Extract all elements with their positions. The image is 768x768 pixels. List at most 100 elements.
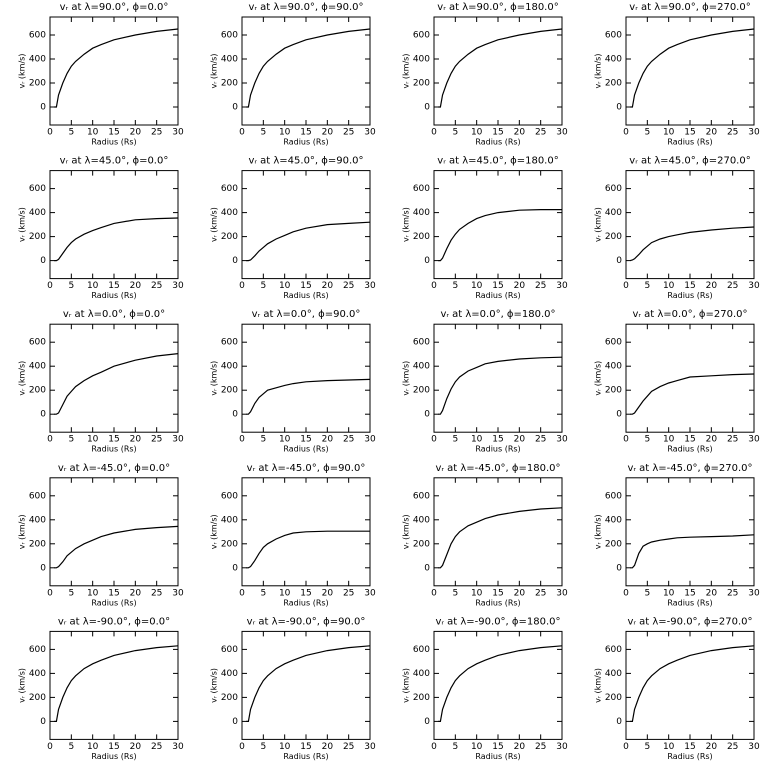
x-axis-label: Radius (Rs) xyxy=(91,291,136,300)
x-tick-label: 10 xyxy=(279,742,291,752)
x-tick-label: 15 xyxy=(684,588,695,598)
x-tick-label: 0 xyxy=(623,435,629,445)
panel-title: vᵣ at λ=90.0°, ϕ=90.0° xyxy=(248,2,363,13)
y-tick-label: 400 xyxy=(29,208,46,218)
x-axis-label: Radius (Rs) xyxy=(283,445,328,454)
x-tick-label: 0 xyxy=(47,128,53,138)
y-tick-label: 400 xyxy=(413,515,430,525)
x-tick-label: 0 xyxy=(623,128,629,138)
y-axis-label: vᵣ (km/s) xyxy=(18,514,27,549)
x-axis-label: Radius (Rs) xyxy=(283,752,328,761)
y-tick-label: 200 xyxy=(29,693,46,703)
data-line xyxy=(246,530,370,569)
y-tick-label: 200 xyxy=(413,539,430,549)
x-tick-label: 30 xyxy=(364,128,376,138)
x-tick-label: 0 xyxy=(239,281,245,291)
x-tick-label: 15 xyxy=(108,588,119,598)
x-axis-label: Radius (Rs) xyxy=(475,291,520,300)
y-tick-label: 400 xyxy=(29,515,46,525)
y-tick-label: 0 xyxy=(40,410,46,420)
y-tick-label: 200 xyxy=(605,539,622,549)
x-tick-label: 20 xyxy=(322,435,334,445)
data-line xyxy=(438,28,563,108)
y-tick-label: 200 xyxy=(221,693,238,703)
panel: vᵣ at λ=0.0°, ϕ=0.0° 0 5 10 15 20 25 30 0 200 400 6… xyxy=(18,309,184,454)
x-tick-label: 20 xyxy=(514,588,526,598)
panel-title: vᵣ at λ=-90.0°, ϕ=90.0° xyxy=(247,616,366,627)
y-tick-label: 0 xyxy=(424,563,430,573)
y-tick-label: 600 xyxy=(605,31,622,41)
y-tick-label: 0 xyxy=(40,256,46,266)
x-tick-label: 30 xyxy=(748,742,760,752)
y-tick-label: 400 xyxy=(605,55,622,65)
data-line xyxy=(630,645,755,722)
y-axis-label: vᵣ (km/s) xyxy=(210,668,219,703)
panel-title: vᵣ at λ=0.0°, ϕ=180.0° xyxy=(440,309,555,320)
y-tick-label: 0 xyxy=(40,717,46,727)
x-tick-label: 5 xyxy=(644,281,650,291)
panel-title: vᵣ at λ=0.0°, ϕ=90.0° xyxy=(252,309,361,320)
panel-title: vᵣ at λ=-45.0°, ϕ=180.0° xyxy=(435,463,560,474)
y-tick-label: 200 xyxy=(413,232,430,242)
x-tick-label: 5 xyxy=(644,742,650,752)
x-tick-label: 25 xyxy=(343,742,354,752)
data-line xyxy=(438,507,563,569)
x-tick-label: 20 xyxy=(322,588,334,598)
data-line xyxy=(630,226,755,262)
x-tick-label: 20 xyxy=(322,281,334,291)
panel-title: vᵣ at λ=-90.0°, ϕ=0.0° xyxy=(58,616,170,627)
x-tick-label: 20 xyxy=(130,281,142,291)
y-tick-label: 400 xyxy=(221,208,238,218)
x-tick-label: 5 xyxy=(68,435,74,445)
panel: vᵣ at λ=-45.0°, ϕ=90.0° 0 5 10 15 20 25 30 0 200 4… xyxy=(210,463,376,608)
x-tick-label: 20 xyxy=(130,742,142,752)
y-axis-label: vᵣ (km/s) xyxy=(594,668,603,703)
x-tick-label: 0 xyxy=(47,588,53,598)
x-tick-label: 5 xyxy=(260,435,266,445)
x-tick-label: 20 xyxy=(322,128,334,138)
x-tick-label: 5 xyxy=(452,435,458,445)
x-tick-label: 15 xyxy=(300,588,311,598)
y-tick-label: 600 xyxy=(29,184,46,194)
y-tick-label: 0 xyxy=(616,256,622,266)
y-tick-label: 0 xyxy=(424,717,430,727)
y-tick-label: 600 xyxy=(29,31,46,41)
panel: vᵣ at λ=-90.0°, ϕ=270.0° 0 5 10 15 20 25 30 0 200… xyxy=(594,616,760,761)
y-tick-label: 600 xyxy=(221,645,238,655)
x-tick-label: 25 xyxy=(151,435,162,445)
y-tick-label: 0 xyxy=(40,563,46,573)
panel-title: vᵣ at λ=0.0°, ϕ=270.0° xyxy=(632,309,747,320)
data-line xyxy=(246,378,371,415)
panel: vᵣ at λ=45.0°, ϕ=270.0° 0 5 10 15 20 25 30 0 200 4… xyxy=(594,156,760,301)
x-tick-label: 15 xyxy=(108,128,119,138)
panel: vᵣ at λ=45.0°, ϕ=0.0° 0 5 10 15 20 25 30 0 200 400… xyxy=(18,156,184,301)
x-tick-label: 30 xyxy=(748,281,760,291)
y-tick-label: 600 xyxy=(413,491,430,501)
y-tick-label: 600 xyxy=(413,31,430,41)
y-axis-label: vᵣ (km/s) xyxy=(402,361,411,396)
y-tick-label: 200 xyxy=(221,539,238,549)
x-tick-label: 0 xyxy=(623,588,629,598)
x-tick-label: 30 xyxy=(364,742,376,752)
y-tick-label: 400 xyxy=(413,208,430,218)
plot-frame xyxy=(49,477,179,587)
y-axis-label: vᵣ (km/s) xyxy=(594,207,603,242)
panel: vᵣ at λ=-45.0°, ϕ=180.0° 0 5 10 15 20 25 30 0 200… xyxy=(402,463,568,608)
x-tick-label: 5 xyxy=(452,128,458,138)
y-axis-label: vᵣ (km/s) xyxy=(594,514,603,549)
x-axis-label: Radius (Rs) xyxy=(91,445,136,454)
x-tick-label: 0 xyxy=(239,588,245,598)
x-tick-label: 30 xyxy=(364,588,376,598)
y-tick-label: 600 xyxy=(605,184,622,194)
x-tick-label: 30 xyxy=(748,128,760,138)
x-tick-label: 10 xyxy=(663,435,675,445)
panel: vᵣ at λ=-90.0°, ϕ=0.0° 0 5 10 15 20 25 30 0 200 40… xyxy=(18,616,184,761)
y-tick-label: 0 xyxy=(232,717,238,727)
x-tick-label: 25 xyxy=(343,281,354,291)
plot-frame xyxy=(433,16,563,126)
data-line xyxy=(54,353,179,415)
x-tick-label: 20 xyxy=(130,588,142,598)
y-tick-label: 600 xyxy=(29,491,46,501)
x-tick-label: 10 xyxy=(471,742,483,752)
